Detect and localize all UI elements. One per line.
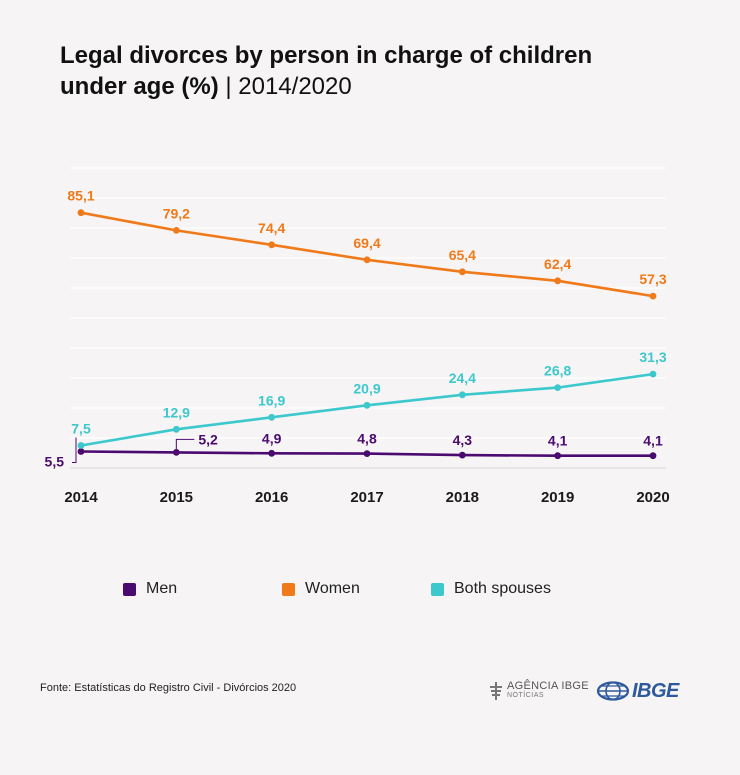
agencia-logo-sub: NOTÍCIAS xyxy=(507,692,545,699)
data-point-both xyxy=(77,442,85,449)
data-label-women: 85,1 xyxy=(67,188,94,204)
data-point-women xyxy=(458,268,466,276)
data-label-both: 31,3 xyxy=(639,349,666,365)
legend-item-women: Women xyxy=(282,580,360,598)
x-tick-label: 2015 xyxy=(160,489,193,506)
data-label-men: 5,2 xyxy=(198,431,218,447)
chart-title: Legal divorces by person in charge of ch… xyxy=(60,40,660,102)
legend-label-both: Both spouses xyxy=(454,580,551,597)
data-point-men xyxy=(172,449,180,456)
data-label-men: 4,8 xyxy=(357,431,377,447)
data-point-both xyxy=(268,413,276,421)
data-point-women xyxy=(554,277,562,285)
chart-title-separator: | xyxy=(225,73,232,100)
x-tick-label: 2017 xyxy=(350,489,383,506)
legend-swatch-both xyxy=(431,582,444,596)
data-label-women: 69,4 xyxy=(353,235,380,251)
data-point-women xyxy=(268,241,276,249)
legend-item-men: Men xyxy=(123,580,177,598)
x-tick-label: 2018 xyxy=(446,489,479,506)
gridlines xyxy=(70,167,666,469)
data-label-both: 26,8 xyxy=(544,363,571,379)
x-tick-label: 2019 xyxy=(541,489,574,506)
data-point-women xyxy=(649,292,657,300)
data-label-women: 57,3 xyxy=(639,271,666,287)
legend-item-both: Both spouses xyxy=(431,580,551,598)
data-point-men xyxy=(554,452,562,460)
data-point-both xyxy=(172,425,180,433)
line-chart: 5,5 5,2 4,9 4,8 4,3 4,1 4,1 85,1 79,2 74,4 69,4 65,… xyxy=(45,167,670,506)
chart-title-main: Legal divorces by person in charge of ch… xyxy=(60,42,593,100)
leader-line-men xyxy=(72,437,77,463)
data-label-both: 24,4 xyxy=(449,370,476,386)
x-tick-label: 2016 xyxy=(255,489,288,506)
data-label-women: 74,4 xyxy=(258,220,285,236)
data-label-both: 20,9 xyxy=(353,380,380,396)
data-point-men xyxy=(77,448,85,455)
data-labels: 5,5 5,2 4,9 4,8 4,3 4,1 4,1 85,1 79,2 74,4 69,4 65,… xyxy=(45,188,667,470)
data-label-both: 16,9 xyxy=(258,392,285,408)
data-point-both xyxy=(554,384,562,391)
data-point-women xyxy=(363,256,371,264)
data-label-men: 4,3 xyxy=(453,432,473,448)
data-point-men xyxy=(649,452,657,460)
data-label-women: 65,4 xyxy=(449,247,476,263)
series-layer xyxy=(77,209,657,460)
agencia-ibge-icon xyxy=(490,682,502,700)
source-note: Fonte: Estatísticas do Registro Civil - … xyxy=(40,682,297,694)
data-label-men: 4,1 xyxy=(548,433,568,449)
data-label-both: 12,9 xyxy=(163,404,190,420)
ibge-logo: IBGE xyxy=(596,679,679,703)
leader-line-men xyxy=(175,438,195,450)
legend-label-men: Men xyxy=(146,580,178,597)
data-point-men xyxy=(268,449,276,457)
data-point-men xyxy=(458,451,466,459)
x-axis: 2014 2015 2016 2017 2018 2019 2020 xyxy=(64,489,669,506)
legend-label-women: Women xyxy=(305,580,360,597)
legend-swatch-women xyxy=(282,582,295,596)
data-label-men: 5,5 xyxy=(45,454,65,470)
data-label-both: 7,5 xyxy=(71,421,91,437)
x-tick-label: 2020 xyxy=(636,489,669,506)
data-point-men xyxy=(363,450,371,457)
data-point-women xyxy=(77,209,85,217)
data-label-women: 79,2 xyxy=(163,205,190,221)
chart-title-period: 2014/2020 xyxy=(238,73,352,100)
legend: Men Women Both spouses xyxy=(0,580,740,604)
ibge-globe-icon xyxy=(596,681,630,701)
data-point-both xyxy=(458,391,466,399)
x-tick-label: 2014 xyxy=(64,489,98,506)
data-label-women: 62,4 xyxy=(544,256,571,272)
data-point-both xyxy=(363,401,371,409)
data-label-men: 4,9 xyxy=(262,430,282,446)
data-point-both xyxy=(649,370,657,378)
legend-swatch-men xyxy=(123,582,136,596)
agencia-ibge-logo: AGÊNCIA IBGE NOTÍCIAS xyxy=(490,677,589,705)
data-label-men: 4,1 xyxy=(643,433,663,449)
data-point-women xyxy=(172,227,180,234)
series-line-women xyxy=(79,211,655,298)
agencia-logo-name: AGÊNCIA IBGE xyxy=(507,680,589,692)
ibge-logo-name: IBGE xyxy=(632,679,679,702)
